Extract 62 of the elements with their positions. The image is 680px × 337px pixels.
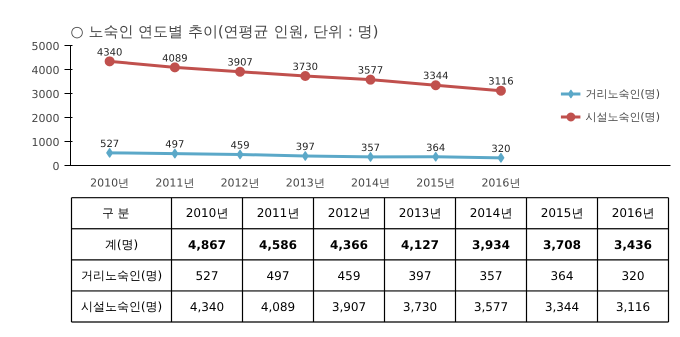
text: 4,340: [190, 300, 224, 314]
text: 4,366: [330, 238, 368, 252]
data-label: 527: [100, 138, 120, 150]
category-label: 2014년: [470, 206, 512, 220]
data-label: 497: [165, 140, 184, 151]
data-label: 397: [296, 142, 315, 153]
legend-label: 거리노숙인(명): [585, 86, 660, 101]
x-tick-label: 2012년: [220, 176, 260, 190]
x-tick-label: 2011년: [155, 176, 194, 190]
data-label: 364: [426, 142, 446, 154]
text: 계(명): [104, 237, 138, 252]
category-label: 2016년: [612, 206, 654, 220]
text: 거리노숙인(명): [80, 268, 162, 282]
text: 3,907: [332, 300, 366, 314]
text: 3,344: [544, 300, 580, 314]
data-label: 320: [491, 144, 510, 155]
text: 3,730: [402, 300, 438, 314]
text: 3,577: [474, 300, 508, 314]
y-tick-label: 0: [52, 160, 60, 173]
data-label: 3344: [422, 71, 448, 82]
y-tick-label: 3000: [32, 88, 60, 101]
text: 3,116: [616, 300, 650, 314]
data-label: 357: [360, 142, 380, 154]
x-tick-label: 2010년: [90, 176, 130, 190]
text: 구 분: [102, 206, 130, 220]
data-label: 4340: [96, 47, 122, 58]
text: 3,934: [472, 238, 510, 252]
text: 4,867: [188, 238, 226, 252]
x-tick-label: 2015년: [416, 176, 456, 190]
text: 357: [480, 268, 502, 283]
text: 3,436: [614, 238, 652, 252]
data-label: 459: [230, 140, 250, 152]
text: 497: [266, 268, 290, 283]
category-label: 2013년: [398, 206, 442, 220]
data-label: 3730: [292, 62, 318, 73]
y-tick-label: 1000: [32, 136, 60, 149]
text: 4,586: [259, 238, 297, 252]
text: 397: [408, 268, 432, 283]
x-tick-label: 2014년: [351, 176, 390, 190]
y-tick-label: 2000: [32, 112, 60, 125]
text: 459: [338, 268, 360, 283]
text: 4,089: [260, 300, 296, 314]
data-label: 3577: [358, 66, 384, 77]
text: 527: [196, 268, 218, 283]
data-label: 4089: [162, 53, 188, 64]
y-tick-label: 5000: [32, 40, 60, 53]
x-tick-label: 2016년: [481, 176, 520, 190]
category-label: 2012년: [328, 206, 370, 220]
category-label: 2015년: [540, 206, 584, 220]
y-tick-label: 4000: [32, 64, 60, 77]
data-label: 3907: [227, 58, 253, 69]
data-label: 3116: [488, 76, 514, 88]
x-tick-label: 2013년: [286, 176, 325, 190]
chart-title: ○ 노숙인 연도별 추이(연평균 인원, 단위 : 명): [70, 22, 378, 40]
legend-label: 시설노숙인(명): [585, 109, 660, 124]
text: 4,127: [401, 238, 439, 252]
text: 시설노숙인(명): [80, 299, 162, 314]
text: 3,708: [543, 238, 581, 252]
text: 364: [550, 268, 574, 283]
category-label: 2011년: [256, 206, 300, 220]
text: 320: [622, 268, 644, 283]
category-label: 2010년: [186, 206, 228, 220]
